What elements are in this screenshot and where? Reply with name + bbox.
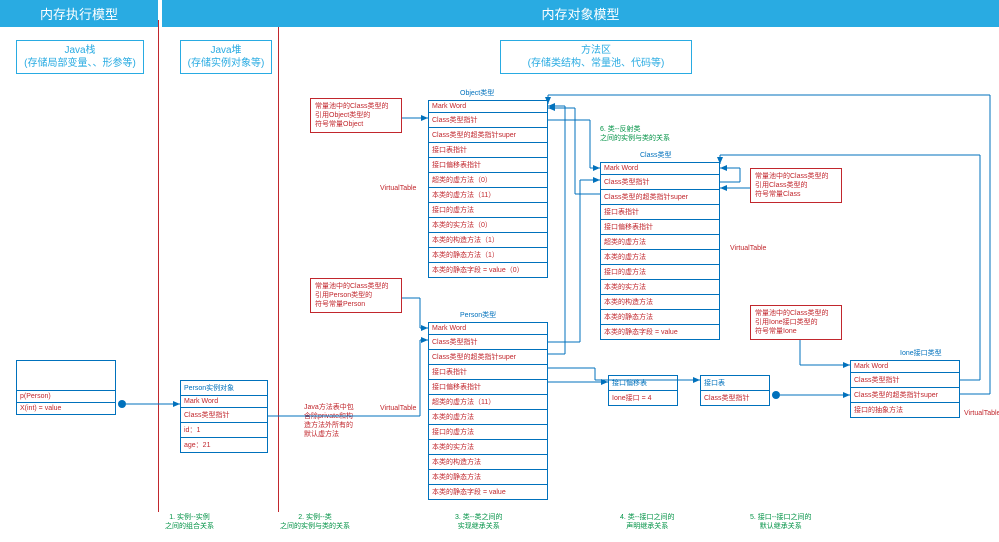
- stack-p: p(Person): [17, 391, 115, 403]
- green-6: 6. 类--反射类 之间的实例与类的关系: [600, 125, 670, 143]
- iface-offset-box: 接口偏移表 Ione接口 = 4: [608, 375, 678, 406]
- java-heap-title: Java堆: [185, 44, 267, 57]
- obj-r3: Class类型的超类指针super: [429, 128, 547, 143]
- instance-r1: Mark Word: [181, 396, 267, 408]
- obj-r7: 本类的虚方法（11）: [429, 188, 547, 203]
- object-title: Object类型: [460, 88, 494, 98]
- note-person-const: 常量池中的Class类型的 引用Person类型的 符号常量Person: [310, 278, 402, 313]
- divider-2: [278, 20, 279, 512]
- ione-r1: Mark Word: [851, 361, 959, 373]
- obj-r9: 本类的实方法（0）: [429, 218, 547, 233]
- cls-r3: Class类型的超类指针super: [601, 190, 719, 205]
- cls-r10: 本类的构造方法: [601, 295, 719, 310]
- obj-r10: 本类的构造方法（1）: [429, 233, 547, 248]
- method-area-title: 方法区: [505, 44, 687, 57]
- ione-vtable: VirtualTable: [964, 410, 999, 417]
- cls-r5: 接口偏移表指针: [601, 220, 719, 235]
- iface-table-title: 接口表: [701, 376, 769, 391]
- ione-r2: Class类型指针: [851, 373, 959, 388]
- ione-class-box: Mark Word Class类型指针 Class类型的超类指针super 接口…: [850, 360, 960, 418]
- method-area-sub: (存储类结构、常量池、代码等): [505, 57, 687, 70]
- dot-stack: [118, 400, 126, 408]
- obj-r12: 本类的静态字段 = value（0）: [429, 263, 547, 277]
- instance-r3: id：1: [181, 423, 267, 438]
- cls-vtable: VirtualTable: [730, 245, 766, 252]
- class-title: Class类型: [640, 150, 672, 160]
- per-vtable: VirtualTable: [380, 405, 416, 412]
- note-ione-const: 常量池中的Class类型的 引用Ione接口类型的 符号常量Ione: [750, 305, 842, 340]
- obj-r8: 接口的虚方法: [429, 203, 547, 218]
- per-r1: Mark Word: [429, 323, 547, 335]
- instance-title: Person实例对象: [181, 381, 267, 396]
- per-r4: 接口表指针: [429, 365, 547, 380]
- obj-r11: 本类的静态方法（1）: [429, 248, 547, 263]
- cls-r2: Class类型指针: [601, 175, 719, 190]
- green-3: 3. 类--类之间的 实现继承关系: [455, 513, 502, 531]
- cls-r1: Mark Word: [601, 163, 719, 175]
- obj-r5: 接口偏移表指针: [429, 158, 547, 173]
- object-class-box: Mark Word Class类型指针 Class类型的超类指针super 接口…: [428, 100, 548, 278]
- cls-r9: 本类的实方法: [601, 280, 719, 295]
- iface-offset-title: 接口偏移表: [609, 376, 677, 391]
- divider-1: [158, 20, 159, 512]
- green-1: 1. 实例--实例 之间的组合关系: [165, 513, 214, 531]
- ione-r3: Class类型的超类指针super: [851, 388, 959, 403]
- note-java-methods: Java方法表中包 含除private和构 造方法外所有的 默认虚方法: [300, 400, 370, 442]
- cls-r12: 本类的静态字段 = value: [601, 325, 719, 339]
- iface-table-r1: Class类型指针: [701, 391, 769, 405]
- obj-vtable: VirtualTable: [380, 185, 416, 192]
- java-heap-sub: (存储实例对象等): [185, 57, 267, 70]
- per-r7: 本类的虚方法: [429, 410, 547, 425]
- sub-method: 方法区 (存储类结构、常量池、代码等): [500, 40, 692, 74]
- java-stack-title: Java栈: [21, 44, 139, 57]
- person-title: Person类型: [460, 310, 496, 320]
- per-r9: 本类的实方法: [429, 440, 547, 455]
- cls-r11: 本类的静态方法: [601, 310, 719, 325]
- stack-frame-empty: [17, 361, 115, 391]
- obj-r1: Mark Word: [429, 101, 547, 113]
- note-class-const: 常量池中的Class类型的 引用Class类型的 符号常量Class: [750, 168, 842, 203]
- sub-stack: Java栈 (存储局部变量、、形参等): [16, 40, 144, 74]
- obj-r6: 超类的虚方法（0）: [429, 173, 547, 188]
- instance-box: Person实例对象 Mark Word Class类型指针 id：1 age：…: [180, 380, 268, 453]
- per-r2: Class类型指针: [429, 335, 547, 350]
- per-r10: 本类的构造方法: [429, 455, 547, 470]
- green-4: 4. 类--接口之间的 声明继承关系: [620, 513, 674, 531]
- class-class-box: Mark Word Class类型指针 Class类型的超类指针super 接口…: [600, 162, 720, 340]
- iface-table-box: 接口表 Class类型指针: [700, 375, 770, 406]
- cls-r6: 超类的虚方法: [601, 235, 719, 250]
- obj-r2: Class类型指针: [429, 113, 547, 128]
- per-r6: 超类的虚方法（11）: [429, 395, 547, 410]
- green-2: 2. 实例--类 之间的实例与类的关系: [280, 513, 350, 531]
- per-r8: 接口的虚方法: [429, 425, 547, 440]
- obj-r4: 接口表指针: [429, 143, 547, 158]
- cls-r4: 接口表指针: [601, 205, 719, 220]
- instance-r2: Class类型指针: [181, 408, 267, 423]
- stack-x: X(int) = value: [17, 403, 115, 414]
- ione-r4: 接口的抽象方法: [851, 403, 959, 417]
- per-r11: 本类的静态方法: [429, 470, 547, 485]
- cls-r7: 本类的虚方法: [601, 250, 719, 265]
- ione-title: Ione接口类型: [900, 348, 942, 358]
- sub-heap: Java堆 (存储实例对象等): [180, 40, 272, 74]
- per-r5: 接口偏移表指针: [429, 380, 547, 395]
- per-r12: 本类的静态字段 = value: [429, 485, 547, 499]
- header-exec: 内存执行模型: [0, 0, 158, 27]
- instance-r4: age：21: [181, 438, 267, 452]
- per-r3: Class类型的超类指针super: [429, 350, 547, 365]
- stack-frame-box: p(Person) X(int) = value: [16, 360, 116, 415]
- iface-offset-r1: Ione接口 = 4: [609, 391, 677, 405]
- green-5: 5. 接口--接口之间的 默认继承关系: [750, 513, 811, 531]
- java-stack-sub: (存储局部变量、、形参等): [21, 57, 139, 70]
- cls-r8: 接口的虚方法: [601, 265, 719, 280]
- person-class-box: Mark Word Class类型指针 Class类型的超类指针super 接口…: [428, 322, 548, 500]
- note-obj-const: 常量池中的Class类型的 引用Object类型的 符号常量Object: [310, 98, 402, 133]
- header-obj: 内存对象模型: [162, 0, 999, 27]
- dot-iface: [772, 391, 780, 399]
